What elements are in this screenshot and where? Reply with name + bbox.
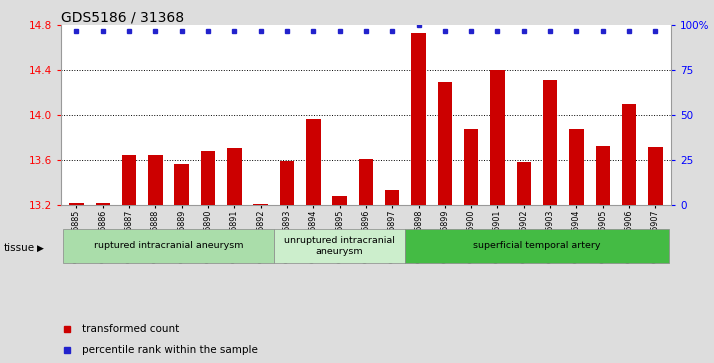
Bar	[64, 229, 274, 263]
Text: transformed count: transformed count	[82, 324, 179, 334]
Bar	[201, 151, 216, 205]
Bar	[595, 146, 610, 205]
Bar	[358, 159, 373, 205]
Text: GDS5186 / 31368: GDS5186 / 31368	[61, 10, 183, 24]
Text: tissue: tissue	[4, 243, 35, 253]
Bar	[406, 229, 668, 263]
Bar	[274, 229, 406, 263]
Bar	[622, 104, 636, 205]
Bar	[174, 164, 189, 205]
Bar	[464, 129, 478, 205]
Bar	[385, 191, 399, 205]
Bar	[69, 203, 84, 205]
Bar	[306, 119, 321, 205]
Text: superficial temporal artery: superficial temporal artery	[473, 241, 600, 250]
Bar	[280, 161, 294, 205]
Bar	[96, 203, 110, 205]
Bar	[516, 162, 531, 205]
Bar	[543, 81, 558, 205]
Bar	[122, 155, 136, 205]
Bar	[149, 155, 163, 205]
Bar	[333, 196, 347, 205]
Bar	[491, 70, 505, 205]
Bar	[438, 82, 452, 205]
Text: unruptured intracranial
aneurysm: unruptured intracranial aneurysm	[284, 236, 395, 256]
Text: ruptured intracranial aneurysm: ruptured intracranial aneurysm	[94, 241, 243, 250]
Bar	[411, 33, 426, 205]
Bar	[227, 148, 241, 205]
Text: ▶: ▶	[37, 244, 44, 252]
Bar	[569, 129, 583, 205]
Bar	[648, 147, 663, 205]
Bar	[253, 204, 268, 205]
Text: percentile rank within the sample: percentile rank within the sample	[82, 345, 258, 355]
